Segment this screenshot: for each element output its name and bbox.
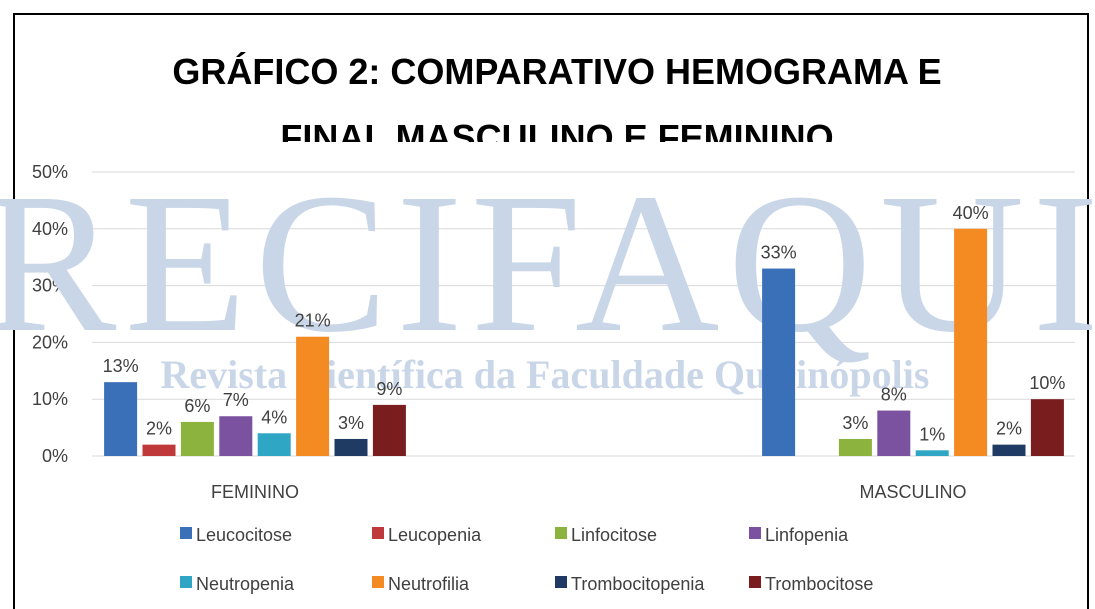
- bar: [838, 438, 872, 456]
- legend-swatch: [180, 527, 192, 539]
- x-tick-label: MASCULINO: [859, 482, 966, 502]
- data-label: 10%: [1029, 373, 1065, 393]
- chart-title: GRÁFICO 2: COMPARATIVO HEMOGRAMA E: [172, 51, 941, 92]
- legend-swatch: [555, 527, 567, 539]
- legend-swatch: [749, 527, 761, 539]
- legend-swatch: [372, 576, 384, 588]
- bar: [180, 421, 214, 456]
- y-tick-label: 10%: [32, 389, 68, 409]
- data-label: 3%: [842, 413, 868, 433]
- y-tick-label: 20%: [32, 332, 68, 352]
- data-label: 13%: [103, 356, 139, 376]
- bar: [992, 444, 1026, 456]
- data-label: 21%: [295, 311, 331, 331]
- legend-swatch: [555, 576, 567, 588]
- legend-label: Leucocitose: [196, 525, 292, 545]
- legend-label: Linfopenia: [765, 525, 849, 545]
- bar: [877, 410, 911, 456]
- legend-label: Neutropenia: [196, 574, 295, 594]
- y-tick-label: 30%: [32, 276, 68, 296]
- watermark: Revista Científica da Faculdade Quirinóp…: [161, 352, 930, 397]
- bar: [954, 228, 988, 456]
- data-label: 2%: [996, 419, 1022, 439]
- bar: [762, 268, 796, 456]
- legend-label: Leucopenia: [388, 525, 482, 545]
- legend-label: Linfocitose: [571, 525, 657, 545]
- chart-title: FINAL MASCULINO E FEMININO: [280, 117, 833, 158]
- legend-swatch: [180, 576, 192, 588]
- y-tick-label: 40%: [32, 219, 68, 239]
- watermark: RECIFAQUI: [0, 153, 1095, 374]
- bar: [915, 450, 949, 456]
- data-label: 6%: [184, 396, 210, 416]
- data-label: 9%: [376, 379, 402, 399]
- bar: [296, 336, 330, 456]
- bar: [334, 438, 368, 456]
- legend-swatch: [749, 576, 761, 588]
- legend-label: Neutrofilia: [388, 574, 470, 594]
- x-tick-label: FEMININO: [211, 482, 299, 502]
- legend-label: Trombocitose: [765, 574, 873, 594]
- data-label: 8%: [881, 385, 907, 405]
- data-label: 3%: [338, 413, 364, 433]
- chart-frame: [13, 13, 1089, 609]
- y-tick-label: 50%: [32, 162, 68, 182]
- data-label: 4%: [261, 407, 287, 427]
- bar: [1030, 399, 1064, 456]
- legend-label: Trombocitopenia: [571, 574, 705, 594]
- bar: [257, 433, 291, 456]
- data-label: 40%: [953, 203, 989, 223]
- bar: [219, 416, 253, 456]
- data-label: 7%: [223, 390, 249, 410]
- y-tick-label: 0%: [42, 446, 68, 466]
- legend-swatch: [372, 527, 384, 539]
- data-label: 33%: [761, 243, 797, 263]
- data-label: 1%: [919, 424, 945, 444]
- data-label: 2%: [146, 419, 172, 439]
- bar: [372, 404, 406, 456]
- bar: [104, 382, 138, 456]
- bar: [142, 444, 176, 456]
